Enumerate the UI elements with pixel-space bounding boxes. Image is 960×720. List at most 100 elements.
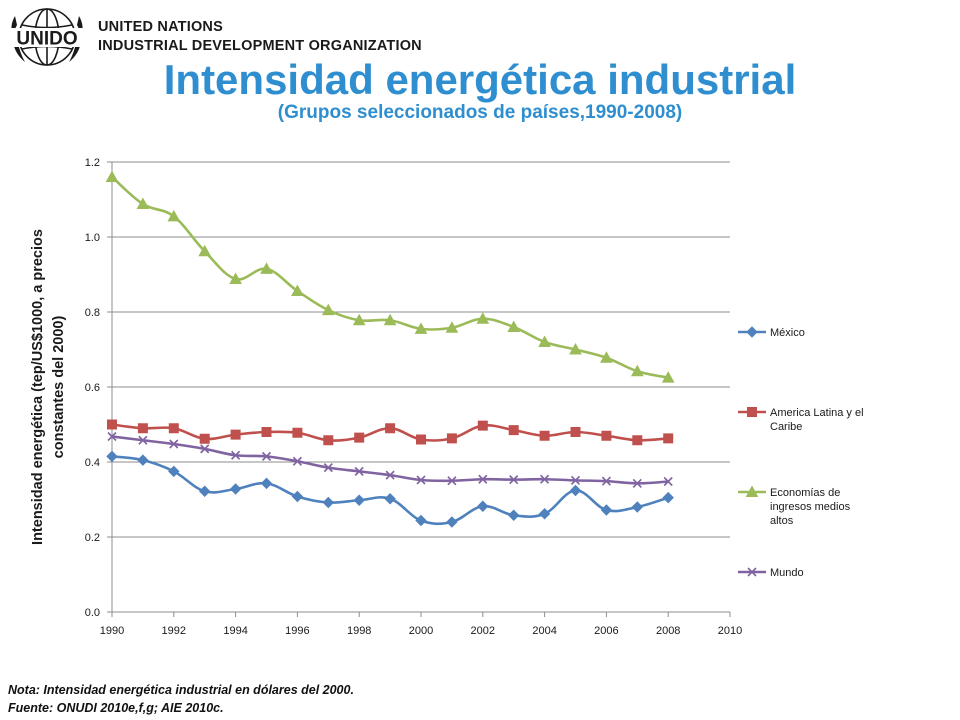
y-axis-label-line-2: constantes del 2000) <box>51 316 67 459</box>
marker-stroke <box>107 431 117 442</box>
marker-stroke <box>261 451 272 461</box>
data-point <box>138 435 148 445</box>
data-point <box>631 501 644 513</box>
data-point <box>447 476 457 486</box>
x-tick-label: 1990 <box>100 625 124 637</box>
data-point <box>230 429 241 440</box>
data-point <box>540 474 550 484</box>
data-point <box>570 427 581 437</box>
marker-stroke <box>354 466 364 476</box>
x-tick-label: 1992 <box>162 625 186 637</box>
legend-label: altos <box>770 515 794 527</box>
y-tick-label: 1.2 <box>85 157 100 169</box>
data-point <box>229 272 242 284</box>
series-line <box>111 435 669 485</box>
legend-label: Economías de <box>770 487 840 499</box>
data-point <box>476 312 490 324</box>
x-tick-label: 2002 <box>471 625 495 637</box>
note-line: Nota: Intensidad energética industrial e… <box>8 683 354 697</box>
logo-text: UNIDO <box>16 29 77 50</box>
data-point <box>383 313 397 326</box>
data-point <box>354 466 364 476</box>
marker-stroke <box>416 475 426 485</box>
chart-legend: México America Latina y el Caribe Economías… <box>738 326 864 579</box>
data-point <box>415 514 427 527</box>
marker-stroke <box>292 456 302 466</box>
marker-stroke <box>601 476 611 486</box>
data-point <box>630 364 644 377</box>
series-0 <box>106 450 674 528</box>
chart-series <box>105 170 675 528</box>
y-tick-label: 0.8 <box>85 307 100 319</box>
marker-stroke <box>447 476 457 486</box>
data-point <box>261 427 272 437</box>
data-point <box>200 444 210 454</box>
x-tick-label: 2000 <box>409 625 433 637</box>
chart-gridlines <box>112 161 730 538</box>
data-point <box>198 244 212 257</box>
marker-stroke <box>632 478 642 488</box>
y-tick-label: 0.2 <box>85 532 100 544</box>
data-point <box>507 509 520 521</box>
data-point <box>477 420 488 431</box>
footnotes: Nota: Intensidad energética industrial e… <box>8 681 354 717</box>
x-tick-label: 1994 <box>223 625 247 637</box>
series-line <box>111 455 669 526</box>
data-point <box>291 284 304 296</box>
data-point <box>445 321 459 333</box>
data-point <box>601 476 611 486</box>
legend-marker <box>745 485 759 497</box>
marker-stroke <box>231 450 241 460</box>
chart-axes: 0.0 0.2 0.4 0.6 0.8 1.0 1.2 1990 1992 1994 1996 199… <box>85 157 743 637</box>
data-point <box>352 313 366 326</box>
legend-item-1: America Latina y el Caribe <box>738 407 864 433</box>
legend-item-0: México <box>738 326 805 339</box>
data-point <box>105 170 119 182</box>
slide-title: Intensidad energética industrial <box>163 56 797 103</box>
source-line: Fuente: ONUDI 2010e,f,g; AIE 2010c. <box>8 701 224 715</box>
marker-stroke <box>323 463 333 473</box>
data-point <box>507 320 521 332</box>
data-point <box>600 351 613 363</box>
marker-stroke <box>747 567 757 577</box>
legend-label: Caribe <box>770 421 802 433</box>
data-point <box>478 474 488 484</box>
data-point <box>632 478 642 488</box>
y-tick-label: 0.0 <box>85 607 100 619</box>
data-point <box>167 209 181 222</box>
org-line-1: UNITED NATIONS <box>98 19 223 35</box>
data-point <box>136 197 150 209</box>
data-point <box>107 419 117 430</box>
data-point <box>446 433 457 444</box>
y-tick-label: 1.0 <box>85 232 100 244</box>
marker-stroke <box>478 474 488 484</box>
marker-stroke <box>138 435 148 445</box>
data-point <box>106 450 118 463</box>
data-point <box>260 477 273 490</box>
marker-stroke <box>570 475 581 485</box>
series-2 <box>105 170 675 383</box>
legend-label: Mundo <box>770 567 804 579</box>
marker-stroke <box>200 444 210 454</box>
data-point <box>321 303 335 316</box>
data-point <box>137 423 148 434</box>
legend-label: ingresos medios <box>770 501 851 513</box>
data-point <box>663 476 673 487</box>
data-point <box>322 496 335 509</box>
data-point <box>231 450 241 460</box>
data-point <box>569 342 582 355</box>
legend-item-2: Economías de ingresos medios altos <box>738 485 851 527</box>
data-point <box>168 423 179 434</box>
legend-marker <box>746 326 758 338</box>
data-point <box>168 465 180 478</box>
slide-subtitle: (Grupos seleccionados de países,1990-200… <box>277 102 683 123</box>
data-point <box>539 430 550 441</box>
data-point <box>107 431 117 442</box>
marker-stroke <box>509 475 519 485</box>
data-point <box>323 463 333 473</box>
unido-logo: UNIDO <box>11 8 83 66</box>
data-point <box>229 483 242 495</box>
data-point <box>538 508 551 520</box>
x-tick-label: 2010 <box>718 625 742 637</box>
data-point <box>508 425 519 436</box>
